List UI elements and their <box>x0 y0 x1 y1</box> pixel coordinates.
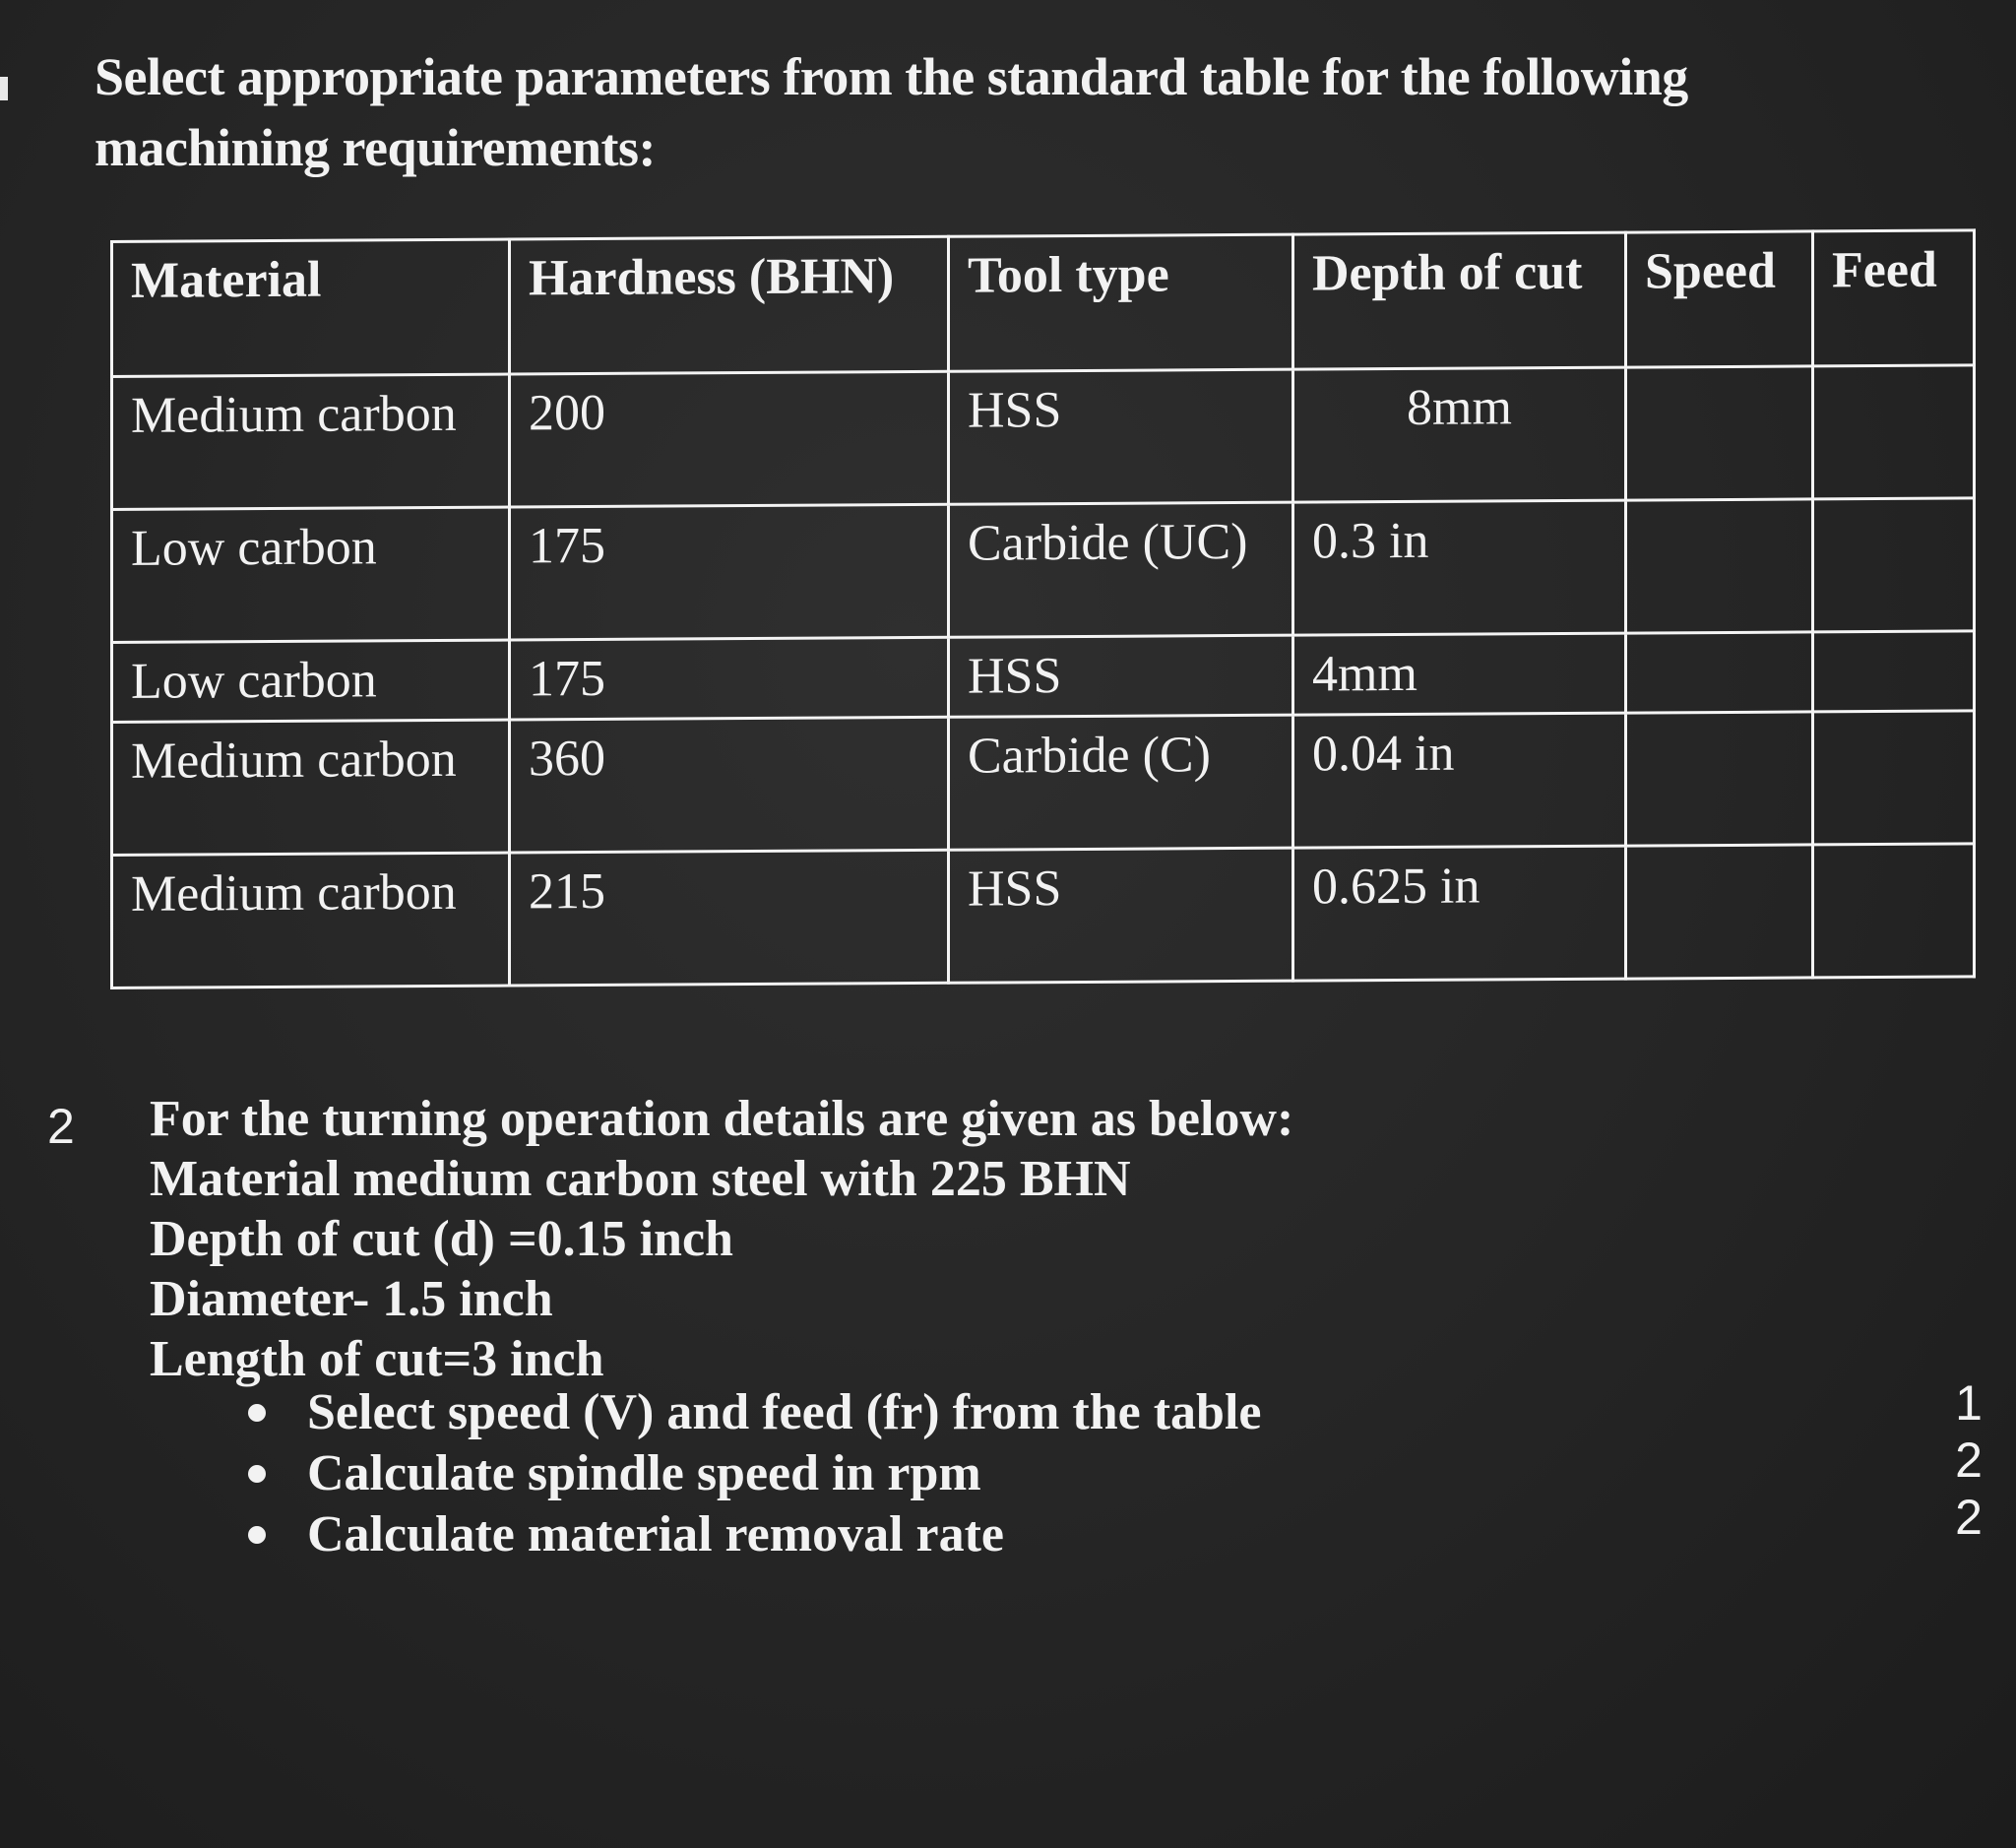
cell-feed-blank <box>1812 710 1975 845</box>
cell-material: Medium carbon <box>111 853 510 988</box>
cell-depth-of-cut: 0.625 in <box>1292 846 1626 982</box>
detail-material: Material medium carbon steel with 225 BH… <box>150 1151 1131 1207</box>
question-2-number: 2 <box>47 1099 75 1154</box>
question-1-heading: Select appropriate parameters from the s… <box>94 41 1827 183</box>
cell-hardness: 360 <box>509 717 949 854</box>
table-row: Low carbon 175 HSS 4mm <box>111 630 1975 723</box>
header-material: Material <box>111 239 510 377</box>
cell-hardness: 200 <box>509 371 949 508</box>
table-row: Medium carbon 215 HSS 0.625 in <box>111 843 1975 988</box>
mark-value: 1 <box>1955 1375 1983 1431</box>
cell-material: Low carbon <box>111 507 510 643</box>
table-row: Medium carbon 200 HSS 8mm <box>111 364 1975 510</box>
detail-length-of-cut: Length of cut=3 inch <box>150 1331 604 1387</box>
header-feed: Feed <box>1812 229 1975 366</box>
cell-speed-blank <box>1625 711 1813 847</box>
cell-speed-blank <box>1625 844 1813 980</box>
bullet-icon <box>248 1465 266 1483</box>
cell-tool-type: HSS <box>948 635 1293 718</box>
cell-feed-blank <box>1812 630 1975 712</box>
cell-hardness: 175 <box>509 637 949 721</box>
question-2-intro: For the turning operation details are gi… <box>150 1091 1294 1147</box>
header-speed: Speed <box>1625 230 1813 368</box>
mark-value: 2 <box>1955 1490 1983 1545</box>
header-depth-of-cut: Depth of cut <box>1292 232 1626 370</box>
cell-material: Medium carbon <box>111 720 510 856</box>
table-header-row: Material Hardness (BHN) Tool type Depth … <box>111 229 1975 377</box>
table-row: Low carbon 175 Carbide (UC) 0.3 in <box>111 497 1975 643</box>
cell-feed-blank <box>1812 364 1975 499</box>
cell-hardness: 215 <box>509 850 949 987</box>
task-spindle-speed: Calculate spindle speed in rpm <box>307 1445 981 1501</box>
header-hardness: Hardness (BHN) <box>509 236 949 375</box>
cell-hardness: 175 <box>509 504 949 641</box>
question-2-details: For the turning operation details are gi… <box>150 1089 1528 1389</box>
marks-column: 1 2 2 <box>1949 1374 1988 1546</box>
list-item: Calculate material removal rate <box>236 1504 1516 1565</box>
detail-diameter: Diameter- 1.5 inch <box>150 1271 553 1327</box>
cell-tool-type: Carbide (C) <box>948 715 1293 851</box>
list-item: Select speed (V) and feed (fr) from the … <box>236 1382 1516 1443</box>
task-select-speed-feed: Select speed (V) and feed (fr) from the … <box>307 1384 1262 1440</box>
bullet-icon <box>248 1526 266 1544</box>
cell-material: Medium carbon <box>111 374 510 510</box>
bullet-icon <box>248 1404 266 1422</box>
mark-value: 2 <box>1955 1433 1983 1488</box>
cell-speed-blank <box>1625 365 1813 501</box>
cell-speed-blank <box>1625 631 1813 714</box>
cell-tool-type: HSS <box>948 369 1293 505</box>
cell-feed-blank <box>1812 497 1975 632</box>
parameters-table: Material Hardness (BHN) Tool type Depth … <box>110 228 1976 989</box>
task-material-removal-rate: Calculate material removal rate <box>307 1506 1004 1562</box>
cell-depth-of-cut: 8mm <box>1292 367 1626 503</box>
cell-depth-of-cut: 0.3 in <box>1292 500 1626 636</box>
cell-material: Low carbon <box>111 640 510 723</box>
question-1-marker <box>0 77 8 100</box>
cell-depth-of-cut: 4mm <box>1292 633 1626 716</box>
cell-speed-blank <box>1625 498 1813 634</box>
cell-depth-of-cut: 0.04 in <box>1292 713 1626 849</box>
question-1-heading-line-2: machining requirements: <box>94 118 657 177</box>
header-tool-type: Tool type <box>948 234 1293 372</box>
question-1-heading-line-1: Select appropriate parameters from the s… <box>94 47 1688 106</box>
list-item: Calculate spindle speed in rpm <box>236 1443 1516 1504</box>
question-2-task-list: Select speed (V) and feed (fr) from the … <box>236 1382 1516 1565</box>
table-row: Medium carbon 360 Carbide (C) 0.04 in <box>111 710 1975 856</box>
cell-tool-type: Carbide (UC) <box>948 502 1293 638</box>
detail-depth-of-cut: Depth of cut (d) =0.15 inch <box>150 1211 733 1267</box>
cell-feed-blank <box>1812 843 1975 978</box>
cell-tool-type: HSS <box>948 848 1293 984</box>
